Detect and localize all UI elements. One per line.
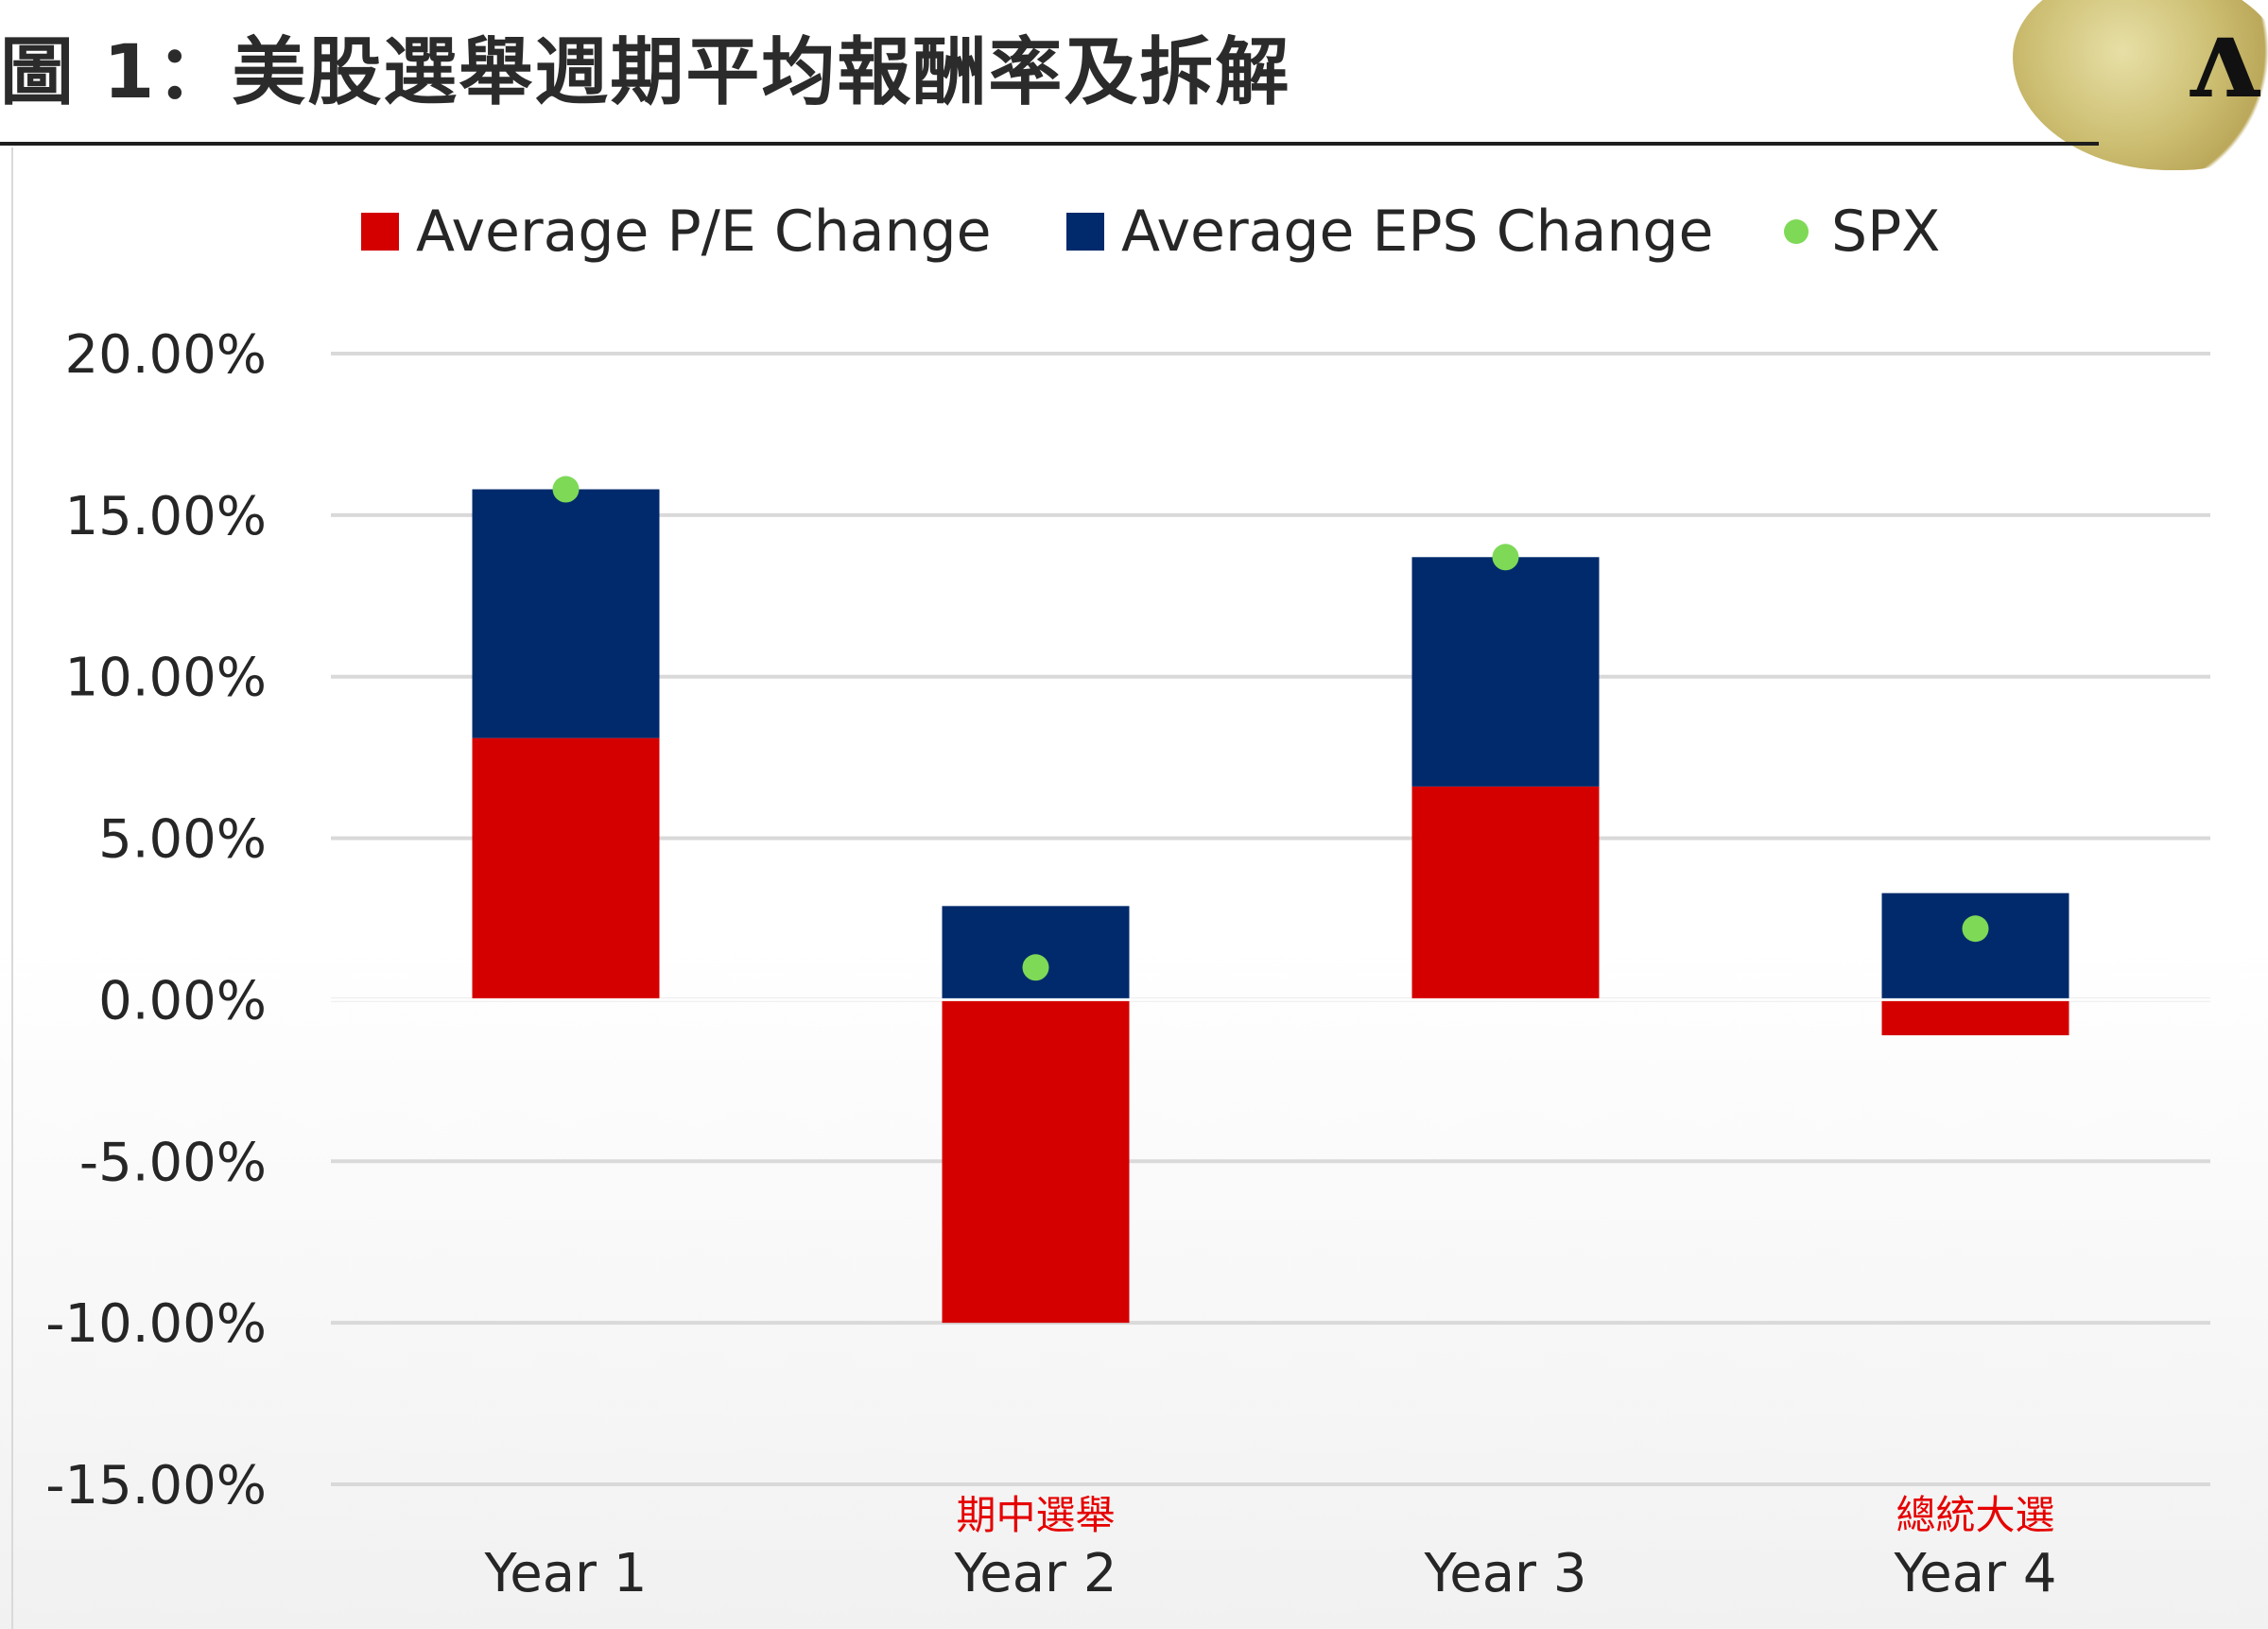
y-tick-label: -5.00% (79, 1132, 267, 1193)
x-tick-label: Year 1 (484, 1543, 648, 1604)
y-tick-label: 10.00% (64, 648, 267, 709)
bar-pe-change (1881, 999, 2069, 1036)
legend-label-spx: SPX (1831, 199, 1941, 265)
x-tick-label: Year 2 (954, 1543, 1117, 1604)
category-note-label: 總統大選 (1896, 1492, 2054, 1538)
chart-legend: Average P/E Change Average EPS Change SP… (0, 194, 2268, 269)
title-divider (0, 142, 2099, 146)
spx-point (1962, 915, 1989, 943)
y-tick-label: 20.00% (64, 324, 267, 386)
title-row: 圖 1：美股選舉週期平均報酬率及拆解 ʌ (0, 0, 2268, 170)
chart-frame-left-border (11, 147, 13, 1629)
page-title: 圖 1：美股選舉週期平均報酬率及拆解 (0, 30, 1291, 115)
legend-swatch-eps (1066, 213, 1104, 251)
legend-item-pe: Average P/E Change (361, 194, 992, 269)
category-note-label: 期中選舉 (956, 1492, 1115, 1538)
bar-eps-change (1411, 557, 1600, 787)
spx-point (1022, 954, 1049, 981)
y-tick-label: 0.00% (98, 970, 267, 1031)
legend-item-spx: SPX (1784, 194, 1940, 269)
x-tick-label: Year 3 (1424, 1543, 1587, 1604)
y-tick-label: -10.00% (45, 1293, 267, 1355)
y-tick-label: -15.00% (45, 1455, 267, 1516)
legend-item-eps: Average EPS Change (1066, 194, 1713, 269)
spx-point (552, 476, 580, 503)
y-tick-label: 5.00% (98, 809, 267, 871)
bar-pe-change (472, 737, 660, 1000)
decorative-brush-mark: ʌ (2186, 0, 2259, 124)
x-tick-label: Year 4 (1894, 1543, 2057, 1604)
bar-pe-change (1411, 786, 1600, 1000)
legend-label-pe: Average P/E Change (416, 199, 992, 265)
spx-point (1492, 544, 1519, 571)
bar-eps-change (472, 489, 660, 738)
y-tick-label: 15.00% (64, 486, 267, 547)
legend-dot-spx (1784, 219, 1809, 244)
bar-pe-change (942, 999, 1130, 1324)
bar-eps-change (942, 906, 1130, 1000)
legend-swatch-pe (361, 213, 399, 251)
legend-label-eps: Average EPS Change (1121, 199, 1714, 265)
bar-eps-change (1881, 892, 2069, 1000)
